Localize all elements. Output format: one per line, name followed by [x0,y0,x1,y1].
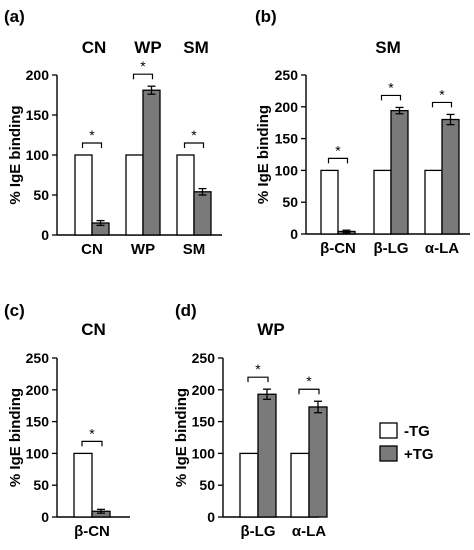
x-category-label: β-LG [374,240,409,257]
y-tick-label: 250 [275,67,299,83]
y-tick-label: 0 [207,509,215,525]
bar-plus-tg [390,109,409,235]
bar-minus-tg [320,169,339,235]
y-tick-label: 50 [282,194,298,210]
significance-star: * [439,86,445,102]
bar-minus-tg [239,452,259,518]
panel-b: (b) SM 0 50 100 150 200 250 % IgE binding * β-CN * β… [255,7,470,257]
panel-label: (d) [175,301,197,320]
bar-plus-tg [257,393,277,518]
legend: -TG +TG [379,422,434,463]
bar-minus-tg [74,154,93,236]
bar-minus-tg [176,154,195,236]
significance-star: * [89,127,95,143]
y-axis-label: % IgE binding [7,105,24,204]
group-title: SM [183,38,209,57]
legend-label: -TG [404,423,430,440]
y-tick-label: 200 [26,67,50,83]
x-category-label: β-CN [320,240,356,257]
panel-label: (c) [4,301,25,320]
x-category-label: CN [81,241,103,258]
significance-bracket [81,440,103,447]
significance-bracket [327,157,349,164]
significance-star: * [191,127,197,143]
legend-swatch [379,422,398,439]
bar-plus-tg [193,191,212,236]
y-tick-label: 100 [26,445,50,461]
significance-star: * [335,142,341,158]
bar-minus-tg [290,452,310,518]
y-tick-label: 50 [199,477,215,493]
y-tick-label: 200 [26,382,50,398]
x-category-label: β-CN [74,523,110,540]
x-category-label: SM [183,241,206,258]
significance-bracket [132,73,154,80]
group-title: CN [82,38,107,57]
y-tick-label: 100 [275,162,299,178]
y-tick-label: 200 [275,99,299,115]
y-tick-label: 0 [41,227,49,243]
y-axis-label: % IgE binding [7,388,24,487]
significance-star: * [306,373,312,389]
y-tick-label: 50 [33,187,49,203]
x-category-label: α-LA [425,240,459,257]
significance-star: * [89,425,95,441]
x-category-label: β-LG [241,523,276,540]
bar-minus-tg [73,452,93,518]
bar-plus-tg [308,406,328,518]
y-tick-label: 100 [192,445,216,461]
legend-label: +TG [404,446,434,463]
significance-bracket [247,376,269,383]
panel-title: WP [257,320,284,339]
significance-star: * [140,58,146,74]
significance-bracket [81,142,103,148]
y-axis-label: % IgE binding [255,105,272,204]
y-tick-label: 0 [41,509,49,525]
significance-bracket [431,101,453,108]
y-axis-label: % IgE binding [173,388,190,487]
y-tick-label: 150 [275,131,299,147]
legend-swatch [379,445,398,462]
bar-minus-tg [424,169,443,235]
y-tick-label: 150 [26,414,50,430]
significance-star: * [388,79,394,95]
bar-plus-tg [142,89,161,236]
x-category-label: α-LA [292,523,326,540]
significance-bracket [380,94,402,101]
panel-title: SM [375,38,401,57]
bar-minus-tg [125,154,144,236]
y-tick-label: 50 [33,477,49,493]
panel-c: (c) CN 0 50 100 150 200 250 % IgE binding * β-CN [4,301,130,540]
significance-bracket [183,142,205,148]
x-category-label: WP [131,241,155,258]
y-tick-label: 250 [192,350,216,366]
y-tick-label: 100 [26,147,50,163]
panel-d: (d) WP 0 50 100 150 200 250 % IgE binding * β-LG * α… [173,301,328,540]
group-title: WP [134,38,161,57]
y-tick-label: 200 [192,382,216,398]
bar-plus-tg [441,118,460,235]
significance-star: * [255,361,261,377]
y-tick-label: 0 [290,226,298,242]
panel-label: (a) [4,7,25,26]
panel-label: (b) [255,7,277,26]
y-tick-label: 250 [26,350,50,366]
bar-minus-tg [373,169,392,235]
y-tick-label: 150 [192,414,216,430]
significance-bracket [298,388,320,395]
panel-title: CN [81,320,106,339]
y-tick-label: 150 [26,107,50,123]
